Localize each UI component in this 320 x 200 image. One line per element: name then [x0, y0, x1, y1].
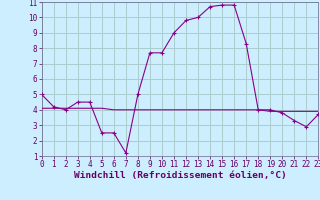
- X-axis label: Windchill (Refroidissement éolien,°C): Windchill (Refroidissement éolien,°C): [74, 171, 286, 180]
